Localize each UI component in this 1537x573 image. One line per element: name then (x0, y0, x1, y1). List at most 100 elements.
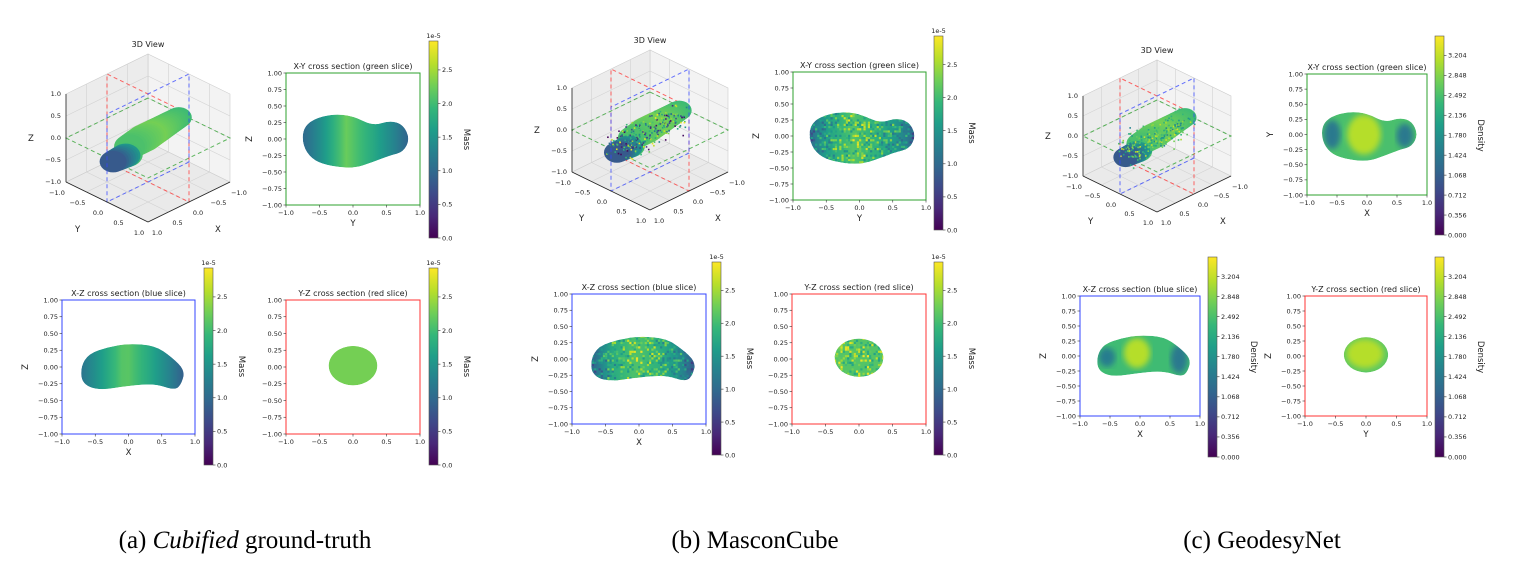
y-tick-label: 0.50 (554, 323, 568, 331)
colorbar-tick-label: 0.712 (1448, 191, 1467, 199)
x-tick-label: 1.0 (415, 438, 425, 446)
x-tick-label: 0.5 (172, 219, 182, 227)
density-slice (591, 336, 695, 381)
cross-section-xy: −1.0 −0.5 0.0 0.5 1.0 −1.00 −0.75 −0.50 −0.25 0.0… (1266, 63, 1432, 219)
cross-section-yz: −1.0 −0.5 0.0 0.5 1.0 −1.00 −0.75 −0.50 −0.25 0.0… (1264, 285, 1432, 440)
grid-line (1119, 157, 1195, 195)
y-tick-label: 0.75 (1287, 307, 1301, 315)
x-tick-label: 0.0 (854, 428, 864, 436)
grid-line (1138, 166, 1213, 204)
z-tick-label: 1.0 (1068, 92, 1078, 100)
colorbar: 0.0 0.5 1.0 1.5 2.0 2.5 1e-5 Mass (426, 259, 471, 469)
3d-view-title: 3D View (1141, 46, 1174, 55)
grid-line (649, 70, 729, 110)
y-tick-label: 0.00 (1062, 352, 1076, 360)
x-tick-label: −0.5 (87, 438, 103, 446)
x-tick-label: 0.5 (1392, 199, 1402, 207)
colorbar: 0.0 0.5 1.0 1.5 2.0 2.5 1e-5 Mass (709, 253, 754, 459)
colorbar-tick-label: 0.5 (442, 428, 452, 436)
colorbar-tick-label: 2.136 (1448, 112, 1467, 120)
x-tick-label: −0.5 (312, 438, 328, 446)
colorbar-tick-label: 0.0 (442, 461, 452, 469)
colorbar-tick-label: 2.0 (442, 100, 452, 108)
colorbar: 0.0 0.5 1.0 1.5 2.0 2.5 1e-5 Mass (426, 32, 471, 242)
colorbar-tick-label: 1.0 (947, 160, 957, 168)
subfigure-caption: (b) MasconCube (671, 527, 838, 554)
colorbar-tick-label: 2.848 (1448, 72, 1467, 80)
y-tick-label: −0.25 (262, 380, 282, 388)
colorbar-gradient (428, 40, 439, 239)
x-axis-label: Y (856, 214, 863, 224)
y-tick-label: −0.50 (769, 164, 789, 172)
x-tick-label: −0.5 (1102, 420, 1118, 428)
y-tick-label: 1.00 (44, 296, 58, 304)
x-tick-label: −1.0 (785, 204, 801, 212)
y-tick-label: 1.00 (268, 296, 282, 304)
z-axis-label: Z (28, 134, 34, 144)
colorbar-scale-label: 1e-5 (931, 253, 946, 261)
asteroid-body (99, 107, 192, 173)
colorbar-tick-label: 0.5 (947, 418, 957, 426)
y-axis-label: Y (1266, 131, 1276, 138)
colorbar-tick-label: 1.5 (947, 127, 957, 135)
z-tick-label: 1.0 (557, 84, 567, 92)
density-region (1323, 119, 1341, 150)
colorbar-tick-label: 3.204 (1448, 273, 1467, 281)
x-tick-label: 0.0 (123, 438, 133, 446)
x-tick-label: −0.5 (1214, 192, 1230, 200)
colorbar-gradient (933, 261, 944, 456)
density-slice (328, 345, 378, 386)
x-tick-label: 0.0 (693, 198, 703, 206)
y-tick-label: 0.25 (1289, 116, 1303, 124)
colorbar-tick-label: 0.0 (947, 451, 957, 459)
subplot-title: Y-Z cross section (red slice) (1310, 285, 1420, 294)
blue-slice-plane (1119, 77, 1195, 195)
y-axis-label: Z (1039, 353, 1049, 359)
colorbar-label: Mass (966, 348, 976, 370)
y-tick-label: 1.00 (774, 290, 788, 298)
grid-line (571, 70, 651, 110)
x-tick-label: 0.0 (348, 438, 358, 446)
colorbar-label: Mass (966, 122, 976, 144)
density-slice (302, 114, 409, 168)
y-tick-label: −0.25 (1056, 367, 1076, 375)
y-tick-label: 1.0 (636, 217, 646, 225)
z-tick-label: −1.0 (45, 178, 61, 186)
x-tick-label: 0.5 (667, 428, 677, 436)
x-tick-label: −1.0 (784, 428, 800, 436)
cross-section-yz: −1.0 −0.5 0.0 0.5 1.0 −1.00 −0.75 −0.50 −0.25 0.0… (768, 283, 931, 436)
colorbar-tick-label: 2.5 (442, 66, 452, 74)
colorbar-label: Mass (461, 129, 471, 151)
y-axis (1082, 175, 1158, 213)
z-tick-label: −1.0 (551, 168, 567, 176)
colorbar-tick-label: 2.5 (725, 287, 735, 295)
y-tick-label: 0.00 (1289, 131, 1303, 139)
y-tick-label: 0.75 (554, 307, 568, 315)
colorbar-tick-label: 1.0 (442, 167, 452, 175)
y-tick-label: 0.75 (268, 313, 282, 321)
y-tick-label: −0.25 (548, 372, 568, 380)
z-axis-label: Z (1045, 132, 1051, 142)
y-tick-label: 0.50 (268, 330, 282, 338)
colorbar-label: Mass (744, 348, 754, 370)
colorbar-gradient (428, 267, 439, 466)
colorbar-tick-label: 0.5 (442, 201, 452, 209)
y-tick-label: −1.00 (768, 420, 788, 428)
y-tick-label: 0.50 (775, 100, 789, 108)
x-tick-label: −0.5 (818, 204, 834, 212)
colorbar-tick-label: 0.0 (217, 461, 227, 469)
x-tick-label: −1.0 (54, 438, 70, 446)
colorbar-tick-label: 2.0 (217, 327, 227, 335)
y-tick-label: −1.0 (555, 179, 571, 187)
panel-b: −1.0−1.0−1.0−0.5−0.5−0.50.00.00.00.50.50… (531, 27, 976, 554)
colorbar-tick-label: 1.780 (1221, 353, 1240, 361)
y-tick-label: 1.00 (775, 68, 789, 76)
cross-section-xz: −1.0 −0.5 0.0 0.5 1.0 −1.00 −0.75 −0.50 −0.25 0.0… (1039, 285, 1205, 440)
grid-line (127, 171, 210, 213)
density-region (1346, 339, 1384, 368)
colorbar-tick-label: 0.356 (1221, 433, 1240, 441)
x-tick-label: 1.0 (921, 428, 931, 436)
colorbar-label: Mass (461, 356, 471, 378)
density-slice (1322, 112, 1417, 161)
colorbar-tick-label: 3.204 (1221, 273, 1240, 281)
